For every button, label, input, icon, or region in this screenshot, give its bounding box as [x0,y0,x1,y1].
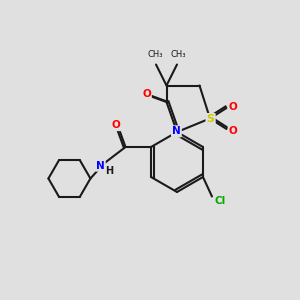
Text: CH₃: CH₃ [171,50,186,59]
Text: O: O [112,120,120,130]
Text: H: H [105,166,113,176]
Text: N: N [172,126,181,136]
Text: O: O [229,101,238,112]
Text: N: N [96,160,105,171]
Text: O: O [142,89,151,99]
Text: Cl: Cl [215,196,226,206]
Text: S: S [207,114,214,124]
Text: O: O [229,125,238,136]
Text: CH₃: CH₃ [147,50,163,59]
